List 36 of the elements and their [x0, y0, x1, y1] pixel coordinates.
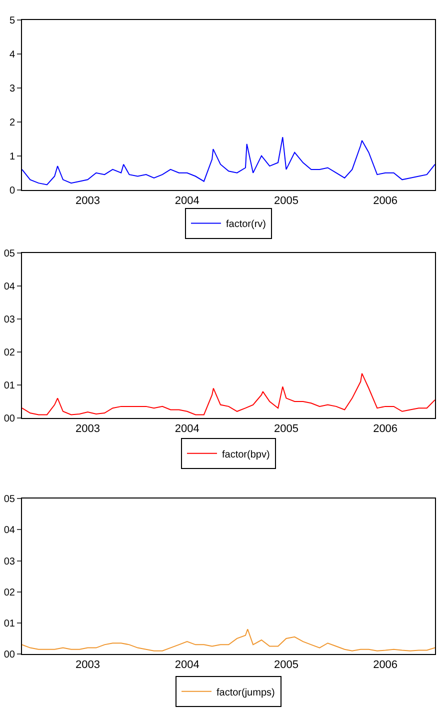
- y-tick-label: 02: [4, 587, 16, 598]
- x-tick-label: 2003: [75, 659, 100, 672]
- x-tick-label: 2004: [174, 195, 200, 208]
- y-tick-label: 5: [9, 15, 16, 26]
- y-tick-label: 05: [4, 494, 16, 506]
- y-tick-label: 1: [9, 151, 16, 162]
- legend-label: factor(rv): [226, 219, 266, 230]
- y-tick-label: 03: [4, 314, 16, 326]
- x-tick-label: 2005: [274, 659, 298, 672]
- y-tick-label: 01: [4, 380, 16, 392]
- legend-label: factor(bpv): [222, 449, 270, 460]
- x-tick-label: 2004: [174, 659, 200, 672]
- x-tick-label: 2005: [274, 195, 298, 208]
- y-tick-label: 2: [9, 117, 16, 128]
- x-tick-label: 2004: [174, 423, 200, 436]
- y-tick-label: 02: [4, 347, 16, 358]
- y-tick-label: 05: [4, 248, 16, 260]
- y-tick-label: 04: [4, 525, 16, 536]
- y-tick-label: 00: [4, 650, 16, 661]
- y-tick-label: 00: [4, 414, 16, 424]
- x-tick-label: 2006: [373, 195, 398, 208]
- y-tick-label: 04: [4, 281, 16, 292]
- x-tick-label: 2006: [373, 423, 398, 436]
- y-tick-label: 01: [4, 618, 16, 630]
- line-series: [22, 628, 435, 652]
- y-tick-label: 0: [9, 185, 16, 196]
- x-tick-label: 2006: [373, 659, 398, 672]
- x-tick-label: 2005: [274, 423, 298, 436]
- x-tick-label: 2003: [75, 423, 100, 436]
- y-tick-label: 4: [9, 49, 16, 60]
- x-tick-label: 2003: [75, 195, 100, 208]
- y-tick-label: 3: [9, 83, 16, 94]
- line-series: [22, 136, 435, 186]
- y-tick-label: 03: [4, 556, 16, 568]
- line-series: [22, 372, 435, 416]
- legend-label: factor(jumps): [216, 687, 275, 698]
